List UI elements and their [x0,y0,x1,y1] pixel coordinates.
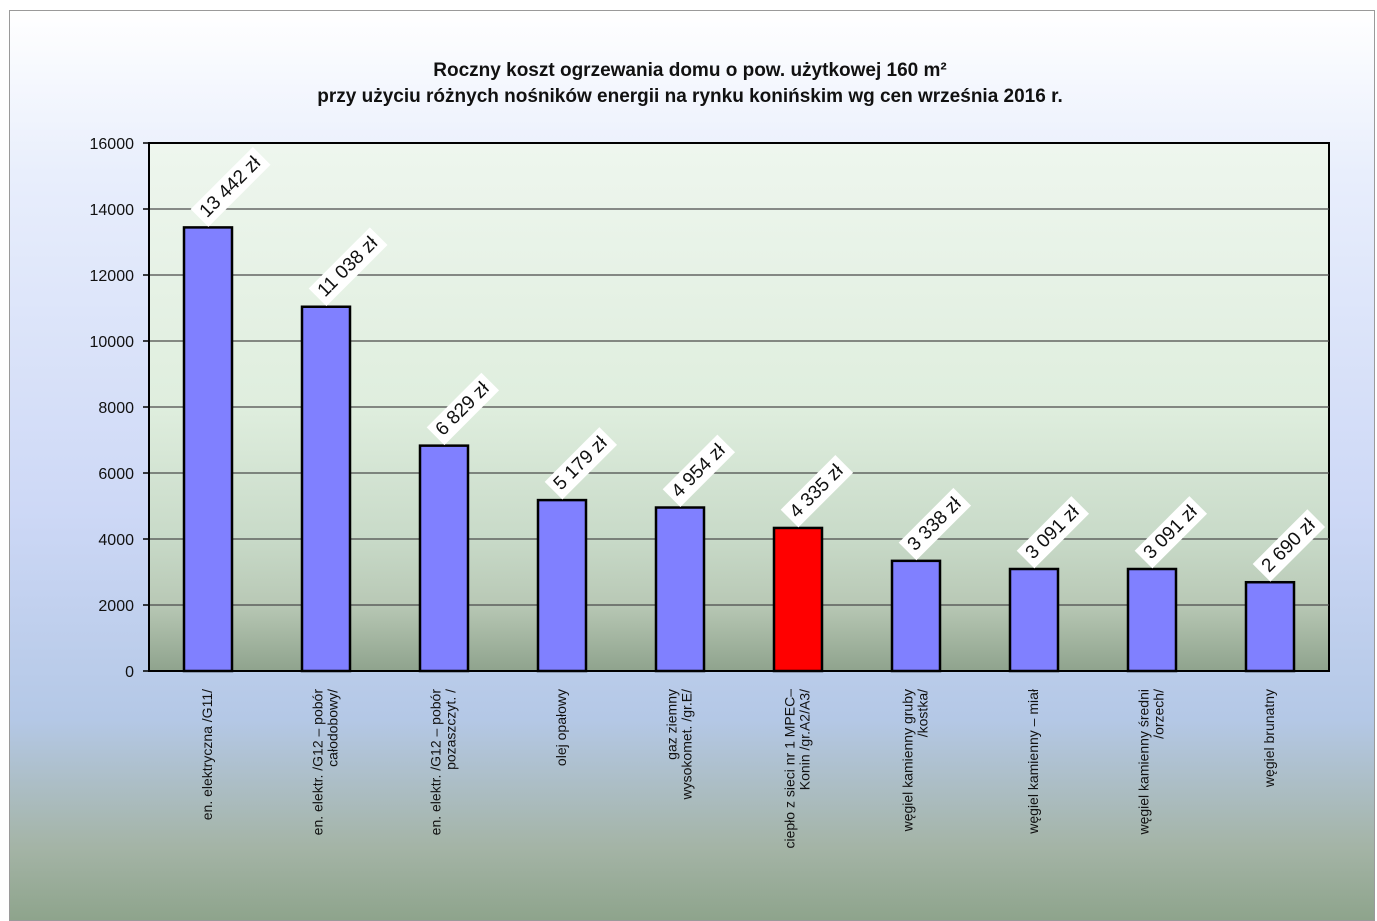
y-tick-label: 4000 [98,532,134,549]
chart-title-line2: przy użyciu różnych nośników energii na … [317,86,1062,107]
category-label: gaz ziemny wysokomet. /gr.E/ [664,689,695,801]
category-label: węgiel brunatny [1261,689,1277,788]
category-label: węgiel kamienny – miał [1025,688,1041,835]
y-tick-label: 6000 [98,466,134,483]
y-tick-label: 0 [125,664,134,681]
bar [418,444,470,673]
category-label-line: pozaszczyt. / [443,689,459,770]
y-tick-label: 12000 [90,268,135,285]
category-label-line: całodobowy/ [325,689,341,767]
category-label-line: en. elektryczna /G11/ [199,689,215,820]
category-label: en. elektryczna /G11/ [199,689,215,820]
x-axis-labels: en. elektryczna /G11/en. elektr. /G12 – … [199,688,1277,848]
category-label-line: ciepło z sieci nr 1 MPEC– [782,689,798,849]
category-label: ciepło z sieci nr 1 MPEC– Konin /gr.A2/A3… [782,689,813,849]
bar [772,526,824,673]
category-label-line: wysokomet. /gr.E/ [679,689,695,801]
category-label: olej opałowy [553,689,569,766]
category-label: węgiel kamienny gruby/kostka/ [900,689,931,833]
data-label-background [544,427,618,500]
bar [1008,567,1060,673]
category-label-line: węgiel brunatny [1261,689,1277,788]
data-label-background [1016,496,1090,569]
bars [182,226,1296,673]
data-label-background [1134,496,1208,569]
data-label-background [898,487,972,561]
category-label-line: węgiel kamienny gruby [900,689,916,832]
y-tick-label: 16000 [90,136,135,153]
category-label-line: /kostka/ [915,689,931,737]
chart-title-line1: Roczny koszt ogrzewania domu o pow. użyt… [433,60,946,81]
category-label: węgiel kamienny średni/orzech/ [1136,689,1167,836]
data-label-background [662,434,736,507]
bar [654,506,706,673]
data-label-background [308,227,388,307]
bar [536,498,588,673]
y-tick-label: 10000 [90,334,135,351]
data-label-background [190,147,271,227]
y-tick-label: 2000 [98,598,134,615]
bar [300,305,352,673]
category-label-line: en. elektr. /G12 – pobór [428,689,444,836]
category-label: en. elektr. /G12 – pobór całodobowy/ [310,689,341,836]
chart-title: Roczny koszt ogrzewania domu o pow. użyt… [317,60,1062,107]
category-label-line: /orzech/ [1151,689,1167,739]
y-tick-label: 14000 [90,202,135,219]
bar [1126,567,1178,673]
bar [1244,580,1296,673]
bar [890,559,942,673]
y-tick-label: 8000 [98,400,134,417]
data-label-background [780,455,854,528]
category-label-line: gaz ziemny [664,689,680,760]
category-label-line: en. elektr. /G12 – pobór [310,689,326,836]
category-label-line: węgiel kamienny – miał [1025,688,1041,835]
category-label-line: olej opałowy [553,689,569,766]
category-label-line: Konin /gr.A2/A3/ [797,689,813,790]
data-label-background [1252,509,1326,582]
y-axis: 0 2000 4000 6000 8000 10000 12000 14000 16000 [90,136,150,681]
bar [182,226,234,673]
category-label-line: węgiel kamienny średni [1136,689,1152,836]
category-label: en. elektr. /G12 – pobór pozaszczyt. / [428,689,459,836]
data-label-background [426,372,500,446]
